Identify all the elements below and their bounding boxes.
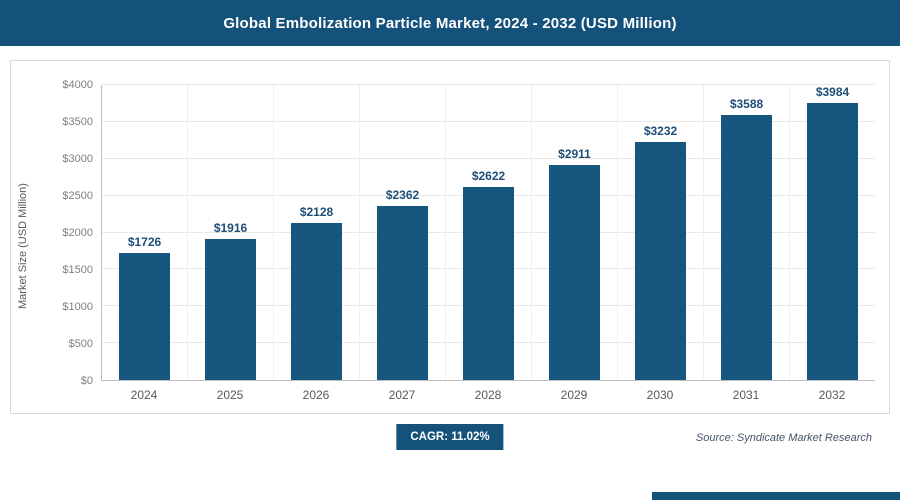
bar bbox=[291, 223, 342, 380]
y-tick-label: $1500 bbox=[62, 264, 93, 276]
x-axis-labels: 2024 2025 2026 2027 2028 2029 2030 2031 2032 bbox=[101, 381, 875, 407]
bar-column: $2362 bbox=[360, 85, 446, 380]
gridline bbox=[102, 157, 875, 159]
y-tick-label: $2500 bbox=[62, 190, 93, 202]
chart-title: Global Embolization Particle Market, 202… bbox=[223, 14, 677, 32]
bar-value-label: $1916 bbox=[213, 220, 248, 235]
chart-title-bar: Global Embolization Particle Market, 202… bbox=[0, 0, 900, 46]
bar bbox=[119, 252, 170, 380]
x-tick-label: 2032 bbox=[818, 388, 846, 402]
y-tick-label: $2000 bbox=[62, 227, 93, 239]
x-tick-label: 2027 bbox=[388, 388, 416, 402]
bar bbox=[807, 103, 858, 380]
y-tick-label: $500 bbox=[68, 338, 93, 350]
x-tick-label: 2030 bbox=[646, 388, 674, 402]
bar-column: $3588 bbox=[704, 85, 790, 380]
cagr-badge: CAGR: 11.02% bbox=[396, 424, 504, 450]
bar bbox=[721, 115, 772, 380]
bar-value-label: $2622 bbox=[471, 168, 506, 183]
y-tick-label: $3500 bbox=[62, 116, 93, 128]
bar-column: $3232 bbox=[618, 85, 704, 380]
bar bbox=[205, 238, 256, 380]
bar-column: $2622 bbox=[446, 85, 532, 380]
gridline bbox=[102, 120, 875, 122]
y-tick-label: $3000 bbox=[62, 153, 93, 165]
source-credit: Source: Syndicate Market Research bbox=[695, 432, 872, 444]
x-tick-label: 2031 bbox=[732, 388, 760, 402]
chart-container: Market Size (USD Million) $0 $500 $1000 $15… bbox=[10, 60, 890, 414]
x-tick-label: 2024 bbox=[130, 388, 158, 402]
bar-value-label: $3984 bbox=[815, 85, 850, 99]
bar-value-label: $2911 bbox=[558, 147, 591, 162]
x-tick-label: 2029 bbox=[560, 388, 588, 402]
bar-column: $2128 bbox=[274, 85, 360, 380]
y-axis-ticks: $0 $500 $1000 $1500 $2000 $2500 $3000 $3500 $400… bbox=[53, 79, 101, 387]
x-tick-label: 2026 bbox=[302, 388, 330, 402]
bar-column: $3984 bbox=[790, 85, 875, 380]
bottom-row: CAGR: 11.02% Source: Syndicate Market Re… bbox=[0, 414, 900, 462]
bar-value-label: $3588 bbox=[729, 97, 764, 112]
gridline bbox=[102, 84, 875, 85]
y-axis-title: Market Size (USD Million) bbox=[17, 183, 29, 309]
footer-accent-bar bbox=[652, 492, 900, 500]
bar-value-label: $1726 bbox=[127, 234, 162, 249]
bar bbox=[549, 165, 600, 380]
y-tick-label: $1000 bbox=[62, 301, 93, 313]
bar bbox=[635, 141, 686, 380]
bar bbox=[377, 205, 428, 380]
bar-value-label: $2128 bbox=[299, 205, 334, 220]
bar-column: $1916 bbox=[188, 85, 274, 380]
bar bbox=[463, 186, 514, 380]
x-tick-label: 2025 bbox=[216, 388, 244, 402]
x-tick-label: 2028 bbox=[474, 388, 502, 402]
bar-value-label: $3232 bbox=[643, 123, 678, 138]
plot-region: $0 $500 $1000 $1500 $2000 $2500 $3000 $3500 $400… bbox=[53, 79, 875, 407]
bar-value-label: $2362 bbox=[385, 187, 420, 202]
bar-column: $2911 bbox=[532, 85, 618, 380]
y-tick-label: $0 bbox=[80, 375, 93, 387]
bar-column: $1726 bbox=[102, 85, 188, 380]
plot-area: $1726 $1916 $2128 $2362 $2622 $2911 $3232 $3588… bbox=[101, 84, 875, 381]
y-tick-label: $4000 bbox=[62, 79, 93, 91]
